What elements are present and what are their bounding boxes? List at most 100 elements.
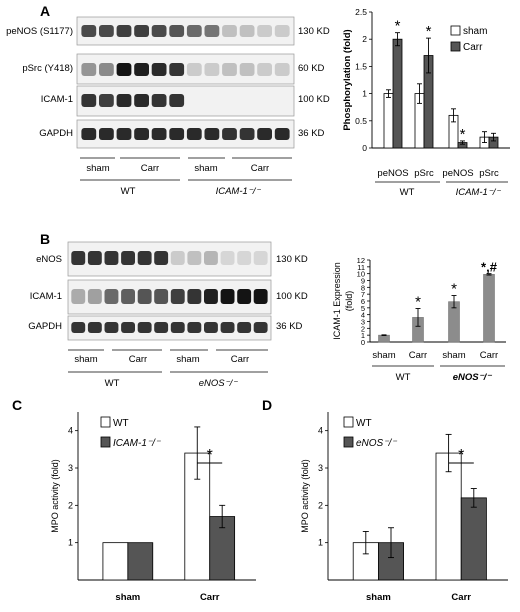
significance-marker: *,# (481, 260, 498, 275)
blot-band (274, 128, 290, 140)
blot-band (253, 322, 268, 333)
blot-group-label: Carr (231, 354, 249, 365)
legend-label: ICAM-1⁻/⁻ (113, 438, 161, 449)
blot-band (220, 251, 235, 265)
blot-strip (67, 279, 272, 315)
blot-band (170, 251, 185, 265)
blot-band (121, 251, 135, 265)
blot-bands (81, 25, 290, 37)
blot-genotype-label: WT (121, 186, 136, 197)
blot-band (222, 25, 237, 37)
blot-band (134, 94, 149, 107)
y-axis-label: ICAM-1 Expression (332, 262, 342, 340)
y-tick-label: 1.5 (355, 61, 367, 71)
blot-size-label: 36 KD (276, 321, 303, 332)
blot-b-row-gapdh: GAPDH 36 KD (28, 315, 303, 341)
bar (383, 93, 394, 149)
blot-size-label: 130 KD (298, 26, 330, 37)
blot-a: peNOS (S1177) 130 KD pSrc (Y418) 60 KD I… (6, 16, 330, 197)
y-axis-label: MPO activity (fold) (50, 459, 60, 533)
x-tick-label: sham (115, 592, 140, 603)
blot-row-label: ICAM-1 (30, 291, 62, 302)
blot-strip (67, 241, 272, 277)
y-tick-label: 0 (362, 143, 367, 153)
x-tick-label: peNOS (442, 168, 473, 179)
blot-strip (67, 315, 272, 341)
blot-band (170, 322, 185, 333)
blot-band (151, 25, 167, 37)
blot-band (151, 128, 167, 140)
blot-band (134, 128, 149, 140)
y-tick-label: 3 (361, 318, 365, 327)
blot-band (81, 94, 97, 107)
y-tick-label: 0 (361, 338, 365, 347)
blot-band (154, 289, 169, 304)
y-tick-label: 5 (361, 304, 365, 313)
blot-band (151, 94, 167, 107)
blot-band (169, 128, 185, 140)
legend-label: eNOS⁻/⁻ (356, 438, 397, 449)
blot-band (220, 322, 235, 333)
y-tick-label: 6 (361, 297, 365, 306)
blot-band (204, 128, 220, 140)
blot-a-row-gapdh: GAPDH 36 KD (39, 119, 325, 149)
blot-band (257, 63, 272, 76)
blot-row-label: peNOS (S1177) (6, 26, 73, 37)
panel-letter-a: A (40, 3, 50, 19)
blot-band (134, 63, 149, 76)
significance-marker: * (395, 18, 401, 35)
blot-band (81, 25, 97, 37)
blot-group-label: sham (74, 354, 97, 365)
blot-band (239, 25, 255, 37)
y-tick-label: 4 (361, 311, 365, 320)
blot-band (253, 289, 268, 304)
blot-band (87, 289, 102, 304)
panel-letter-d: D (262, 397, 272, 413)
panel-letter-c: C (12, 397, 22, 413)
blot-band (204, 25, 220, 37)
blot-band (81, 63, 97, 76)
blot-bands (71, 251, 268, 265)
blot-band (121, 322, 135, 333)
legend-label: WT (113, 418, 129, 429)
y-axis-label: (fold) (344, 291, 354, 312)
blot-band (222, 128, 237, 140)
blot-band (187, 289, 202, 304)
blot-band (186, 25, 202, 37)
blot-bands (71, 289, 268, 304)
blot-band (99, 63, 114, 76)
blot-band (81, 128, 97, 140)
x-tick-label: Carr (451, 592, 471, 603)
y-tick-label: 3 (318, 463, 323, 473)
significance-marker: * (207, 447, 213, 464)
legend-swatch (100, 416, 111, 428)
y-tick-label: 10 (357, 270, 365, 279)
blot-group-label: Carr (251, 163, 269, 174)
blot-band (99, 94, 114, 107)
blot-size-label: 36 KD (298, 128, 325, 139)
blot-group-label: sham (86, 163, 109, 174)
significance-marker: * (426, 23, 432, 40)
blot-band (274, 25, 290, 37)
blot-band (204, 251, 218, 265)
blot-a-row-peNOS: peNOS (S1177) 130 KD (6, 16, 330, 46)
blot-a-row-pSrc: pSrc (Y418) 60 KD (22, 53, 325, 85)
significance-marker: * (451, 281, 457, 298)
blot-band (99, 25, 114, 37)
y-tick-label: 1 (318, 538, 323, 548)
blot-band (220, 289, 235, 304)
bar (378, 334, 390, 343)
blot-band (137, 322, 152, 333)
x-tick-label: pSrc (479, 168, 499, 179)
blot-band (170, 289, 185, 304)
y-tick-label: 4 (318, 426, 323, 436)
y-tick-label: 2 (362, 34, 367, 44)
blot-row-label: GAPDH (28, 321, 62, 332)
bar (102, 542, 129, 581)
blot-band (169, 63, 185, 76)
blot-size-label: 60 KD (298, 63, 325, 74)
blot-band (87, 251, 102, 265)
bar (483, 274, 495, 343)
